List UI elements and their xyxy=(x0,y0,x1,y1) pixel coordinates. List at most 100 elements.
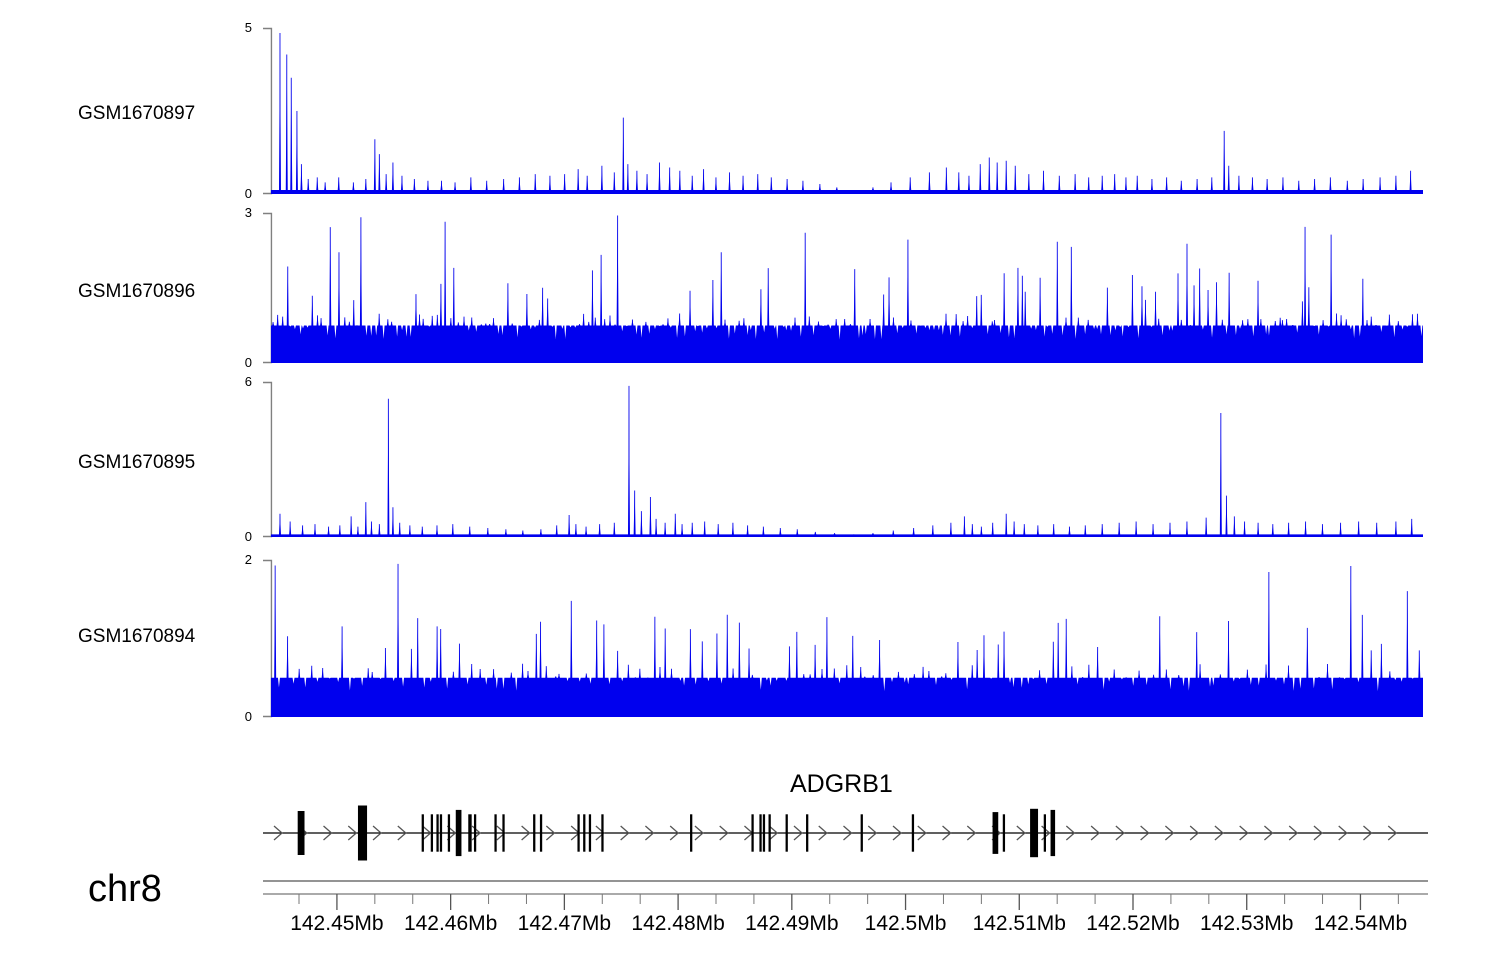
track-plot-area[interactable] xyxy=(263,559,1423,718)
genomic-coordinate-axis: 142.45Mb 142.46Mb 142.47Mb 142.48Mb 142.49Mb… xyxy=(0,876,1500,980)
track-plot-area[interactable] xyxy=(263,27,1423,195)
gene-exon-block[interactable] xyxy=(447,814,451,852)
strand-arrow-icon xyxy=(843,825,853,841)
gene-annotation-panel: ADGRB1 xyxy=(0,760,1500,890)
strand-arrow-icon xyxy=(347,825,358,841)
gene-model-track[interactable] xyxy=(263,802,1428,864)
strand-arrow-icon xyxy=(1164,825,1175,841)
axis-coordinate-label: 142.45Mb xyxy=(290,912,384,935)
axis-coordinate-label: 142.52Mb xyxy=(1086,912,1180,935)
axis-coordinate-label: 142.46Mb xyxy=(403,912,498,935)
strand-arrow-icon xyxy=(545,825,556,841)
gene-exon-block[interactable] xyxy=(430,814,434,852)
gene-exon-block[interactable] xyxy=(768,814,771,852)
gene-exon-block[interactable] xyxy=(468,814,472,852)
gene-exon-block[interactable] xyxy=(533,814,536,852)
gene-exon-block[interactable] xyxy=(455,809,462,857)
y-axis-spine xyxy=(263,559,273,718)
gene-exon-block[interactable] xyxy=(588,814,592,852)
strand-arrow-icon xyxy=(1065,825,1076,841)
strand-arrow-icon xyxy=(1338,825,1348,841)
strand-arrow-icon xyxy=(818,825,828,841)
y-axis-spine xyxy=(263,212,273,364)
gene-exon-block[interactable] xyxy=(539,814,543,852)
strand-arrow-icon xyxy=(397,825,407,841)
gene-exon-block[interactable] xyxy=(759,814,762,852)
strand-arrow-icon xyxy=(620,825,630,841)
y-axis-min-label: 0 xyxy=(244,709,252,724)
gene-exon-block[interactable] xyxy=(439,814,443,852)
gene-exon-block[interactable] xyxy=(473,814,477,852)
coverage-signal-plot xyxy=(263,212,1423,364)
gene-exon-block[interactable] xyxy=(494,814,497,852)
strand-arrow-icon xyxy=(1140,825,1150,841)
axis-coordinate-label: 142.54Mb xyxy=(1313,912,1408,935)
gene-exon-block[interactable] xyxy=(421,814,424,852)
strand-arrow-icon xyxy=(1313,825,1323,841)
strand-arrow-icon xyxy=(1090,825,1101,841)
coverage-area-fill xyxy=(270,215,1423,363)
gene-exon-block[interactable] xyxy=(297,811,305,855)
y-axis-max-label: 3 xyxy=(244,205,252,220)
strand-arrow-icon xyxy=(1239,825,1249,841)
strand-arrow-icon xyxy=(892,825,903,841)
gene-exon-block[interactable] xyxy=(785,814,788,852)
axis-coordinate-label: 142.49Mb xyxy=(745,912,839,935)
strand-arrow-icon xyxy=(1189,825,1200,841)
gene-name-label: ADGRB1 xyxy=(790,770,893,798)
y-axis-max-label: 2 xyxy=(244,552,252,567)
strand-arrow-icon xyxy=(644,825,655,841)
strand-arrow-icon xyxy=(422,825,432,841)
gene-exon-block[interactable] xyxy=(502,814,505,852)
y-axis-spine xyxy=(263,381,273,538)
strand-arrow-icon xyxy=(273,825,283,841)
gene-exon-block[interactable] xyxy=(1002,814,1006,852)
axis-coordinate-label: 142.47Mb xyxy=(517,912,612,935)
gene-exon-block[interactable] xyxy=(577,814,580,852)
coverage-spike-lines xyxy=(273,216,1421,363)
gene-exon-block[interactable] xyxy=(357,805,368,861)
strand-arrow-icon xyxy=(1214,825,1224,841)
strand-arrow-icon xyxy=(372,825,383,841)
strand-arrow-icon xyxy=(669,825,680,841)
gene-exon-block[interactable] xyxy=(1043,814,1046,852)
gene-exon-block[interactable] xyxy=(751,814,754,852)
gene-exon-block[interactable] xyxy=(992,812,999,854)
strand-arrow-icon xyxy=(793,825,803,841)
gene-exon-block[interactable] xyxy=(860,814,863,852)
gene-exon-block[interactable] xyxy=(762,814,766,852)
track-plot-area[interactable] xyxy=(263,212,1423,364)
track-sample-label: GSM1670896 xyxy=(78,281,196,302)
strand-arrow-icon xyxy=(867,825,878,841)
strand-arrow-icon xyxy=(694,825,704,841)
strand-arrow-icon xyxy=(917,825,927,841)
strand-arrow-icon xyxy=(521,825,531,841)
coverage-signal-plot xyxy=(263,381,1423,538)
axis-coordinate-label: 142.5Mb xyxy=(864,912,947,935)
strand-arrow-icon xyxy=(1387,825,1398,841)
gene-exon-block[interactable] xyxy=(1030,808,1039,858)
gene-exon-block[interactable] xyxy=(583,814,586,852)
strand-arrow-icon xyxy=(1363,825,1373,841)
y-axis-max-label: 6 xyxy=(244,374,252,389)
gene-exon-block[interactable] xyxy=(690,814,693,852)
gene-exon-block[interactable] xyxy=(806,814,809,852)
strand-arrow-icon xyxy=(595,825,605,841)
strand-arrow-icon xyxy=(942,825,952,841)
gene-exon-block[interactable] xyxy=(601,814,604,852)
strand-arrow-icon xyxy=(496,825,506,841)
track-plot-area[interactable] xyxy=(263,381,1423,538)
gene-exon-block[interactable] xyxy=(1050,809,1056,857)
strand-arrow-icon xyxy=(966,825,977,841)
coverage-area-fill xyxy=(270,385,1423,537)
coverage-signal-plot xyxy=(263,559,1423,718)
strand-arrow-icon xyxy=(1264,825,1274,841)
coverage-spike-lines xyxy=(275,564,1419,717)
chromosome-label: chr8 xyxy=(88,868,162,910)
axis-coordinate-label: 142.51Mb xyxy=(972,912,1066,935)
gene-exon-block[interactable] xyxy=(911,814,915,852)
gene-exon-block[interactable] xyxy=(436,814,439,852)
y-axis-spine xyxy=(263,27,273,195)
y-axis-min-label: 0 xyxy=(244,355,252,370)
